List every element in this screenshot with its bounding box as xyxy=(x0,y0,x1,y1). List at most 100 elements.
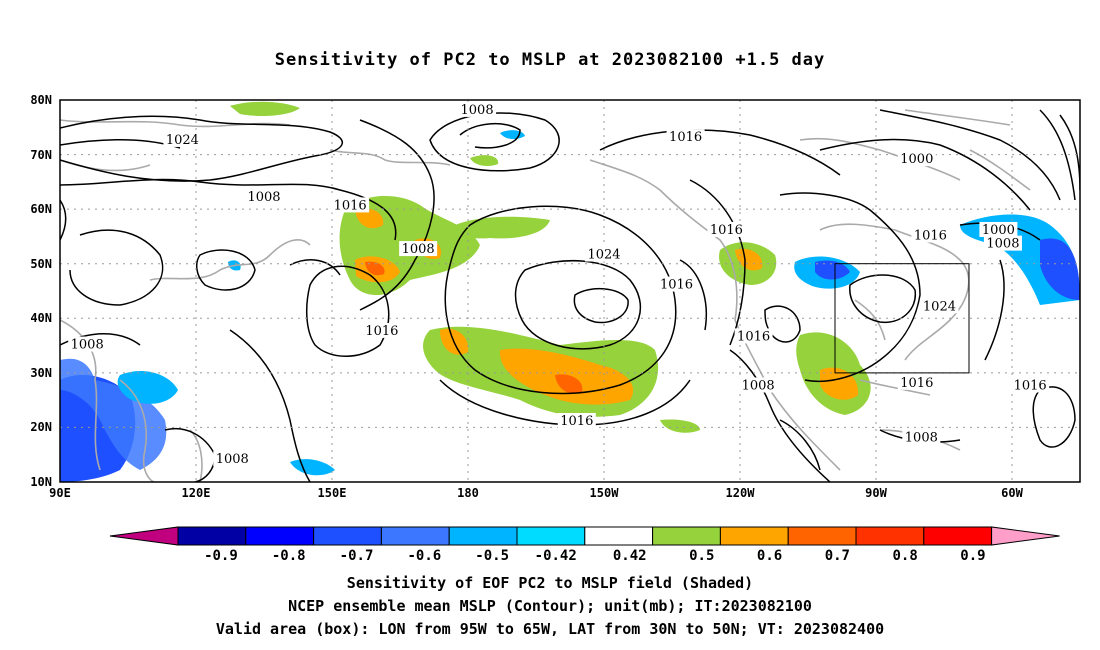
contour-label-text: 1016 xyxy=(560,414,593,429)
lon-tick-label: 60W xyxy=(1001,486,1023,500)
shade-negative-sea-light xyxy=(60,358,167,470)
colorbar-segment xyxy=(448,526,518,546)
shade-red-kamchatka xyxy=(365,261,385,276)
contour-label-text: 1008 xyxy=(742,379,775,394)
contour-label-text: 1024 xyxy=(166,133,199,148)
contour-label: 1016 xyxy=(557,412,596,429)
contour-label: 1016 xyxy=(362,322,401,339)
contour-label: 1000 xyxy=(979,221,1018,238)
colorbar-tick-label: -0.9 xyxy=(204,548,238,560)
colorbar-segment xyxy=(177,526,247,546)
lat-axis: 80N 70N 60N 50N 40N 30N 20N 10N xyxy=(30,93,52,489)
lon-tick-label: 120W xyxy=(726,486,756,500)
shade-negative-labrador-dark xyxy=(815,260,850,280)
contour-label-background xyxy=(585,246,623,262)
contour-label: 1008 xyxy=(983,235,1022,252)
colorbar-arrow-high xyxy=(991,526,1060,546)
colorbar-tick-label: -0.8 xyxy=(272,548,306,560)
contour-label-text: 1016 xyxy=(1014,379,1047,394)
contour-label-background xyxy=(911,227,950,243)
colorbar-segment xyxy=(719,526,789,546)
lon-tick-label: 90W xyxy=(865,486,887,500)
contour-label-text: 1008 xyxy=(216,452,249,467)
shade-negative-scs xyxy=(290,459,335,476)
contour-label: 1016 xyxy=(707,221,746,238)
lat-tick-label: 80N xyxy=(30,93,52,107)
shade-positive-arctic xyxy=(230,101,300,116)
colorbar-segment xyxy=(584,526,654,546)
lon-tick-label: 90E xyxy=(49,486,71,500)
valid-area-box xyxy=(834,263,970,374)
contour-label-background xyxy=(666,129,705,145)
contour-label: 1008 xyxy=(458,101,497,118)
contour-label-text: 1008 xyxy=(247,190,280,205)
contour-label-background xyxy=(399,241,438,257)
contour-label: 1008 xyxy=(739,377,778,394)
contour-label-background xyxy=(557,412,596,428)
contour-label-background xyxy=(897,374,936,390)
mslp-contours xyxy=(60,109,1080,482)
contour-label: 1016 xyxy=(666,129,705,145)
colorbar-segment xyxy=(652,526,721,546)
contour-label-background xyxy=(362,322,401,338)
lon-tick-label: 150W xyxy=(590,486,620,500)
caption-contour: NCEP ensemble mean MSLP (Contour); unit(… xyxy=(288,597,812,615)
lat-tick-label: 60N xyxy=(30,202,52,216)
map-grid xyxy=(60,100,1080,482)
contour-label-background xyxy=(657,276,696,292)
contour-label: 1008 xyxy=(68,336,107,353)
contour-label-text: 1008 xyxy=(461,103,494,118)
colorbar-segment xyxy=(855,526,925,546)
colorbar-segment xyxy=(245,526,315,546)
contour-label-text: 1016 xyxy=(669,130,702,145)
contour-label-text: 1016 xyxy=(660,278,693,293)
contour-label: 1016 xyxy=(734,328,773,344)
contour-label-background xyxy=(734,328,773,344)
lon-axis: 90E 120E 150E 180 150W 120W 90W 60W xyxy=(49,486,1023,500)
contour-label: 1016 xyxy=(657,276,696,293)
contour-label-text: 1016 xyxy=(914,228,947,243)
colorbar-segment xyxy=(313,526,382,546)
contour-label-background xyxy=(163,131,202,147)
lat-tick-label: 70N xyxy=(30,148,52,162)
shade-negative-atlantic-dark xyxy=(1040,238,1080,300)
lat-tick-label: 20N xyxy=(30,420,52,434)
colorbar-segment xyxy=(787,526,857,546)
lat-tick-label: 10N xyxy=(30,475,52,489)
caption-valid-area: Valid area (box): LON from 95W to 65W, L… xyxy=(215,620,885,638)
contour-label-text: 1024 xyxy=(923,299,956,314)
colorbar-tick-label: 0.9 xyxy=(960,548,985,560)
colorbar-segment xyxy=(380,526,450,546)
shade-orange-kuril xyxy=(355,208,384,229)
shade-red-npac xyxy=(555,374,583,394)
colorbar-tick-label: 0.5 xyxy=(689,548,714,560)
colorbar-segment xyxy=(923,526,993,546)
colorbar-tick-label: 0.6 xyxy=(757,548,782,560)
colorbar-segment xyxy=(516,526,586,546)
contour-label-background xyxy=(1011,377,1050,393)
contour-label-text: 1008 xyxy=(986,237,1019,252)
contour-label: 1008 xyxy=(902,429,941,445)
lat-tick-label: 30N xyxy=(30,366,52,380)
contour-label: 1016 xyxy=(331,197,370,213)
shade-positive-aleutian xyxy=(455,216,550,239)
shade-positive-arctic-2 xyxy=(470,155,499,166)
contour-label-background xyxy=(331,197,370,213)
contour-label: 1024 xyxy=(163,131,202,148)
contour-label-background xyxy=(68,336,107,352)
coastlines xyxy=(60,109,1031,482)
lon-tick-label: 180 xyxy=(457,486,479,500)
contour-label-text: 1016 xyxy=(334,198,367,213)
caption-shaded: Sensitivity of EOF PC2 to MSLP field (Sh… xyxy=(346,574,754,592)
contour-label-text: 1000 xyxy=(982,223,1015,238)
shade-orange-westna xyxy=(735,248,763,271)
lat-tick-label: 50N xyxy=(30,257,52,271)
colorbar-tick-label: 0.8 xyxy=(893,548,918,560)
contour-label: 1024 xyxy=(585,246,623,263)
contour-label: 1008 xyxy=(399,241,438,257)
lon-tick-label: 150E xyxy=(318,486,347,500)
contour-label-text: 1024 xyxy=(587,248,620,263)
colorbar: -0.9 -0.8 -0.7 -0.6 -0.5 -0.42 0.42 0.5 0.6 0.7 0.… xyxy=(109,526,1060,560)
